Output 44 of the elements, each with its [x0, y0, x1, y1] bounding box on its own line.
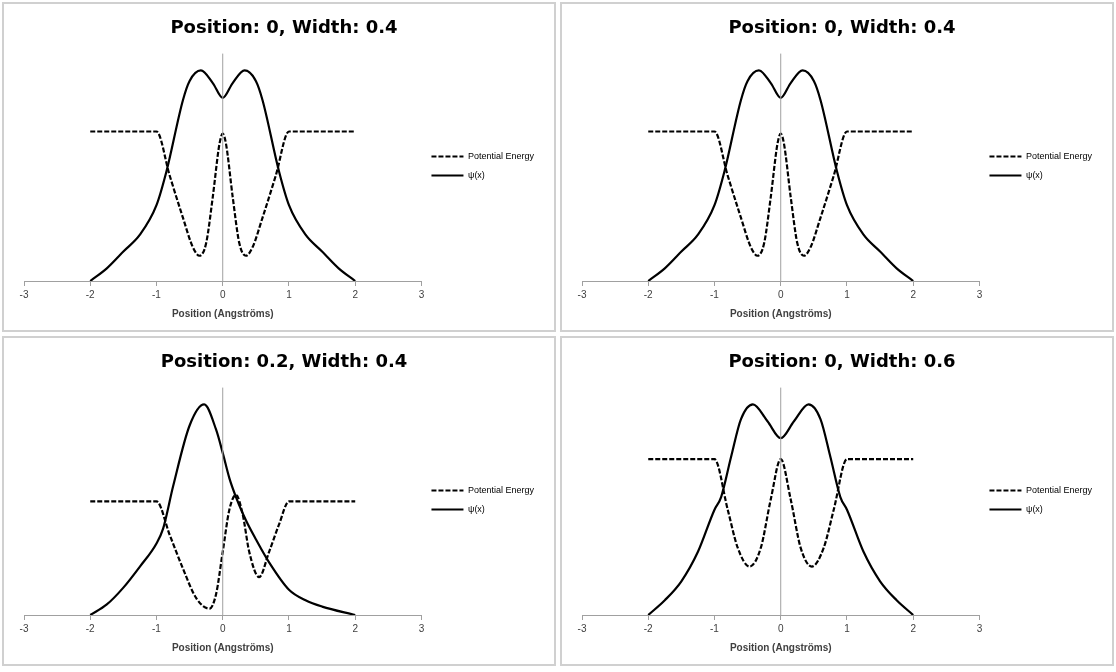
- x-tick-label: -2: [643, 288, 654, 300]
- x-tick-label: -2: [643, 622, 654, 634]
- x-tick-label: 0: [219, 622, 226, 634]
- x-tick-label: 2: [910, 288, 917, 300]
- x-tick-label: -1: [710, 288, 720, 300]
- legend-label: Potential Energy: [1025, 150, 1093, 161]
- legend-label: Potential Energy: [467, 484, 535, 495]
- legend-label: ψ(x): [467, 169, 485, 180]
- x-tick-label: 3: [976, 622, 983, 634]
- x-axis-title: Position (Angströms): [729, 307, 832, 319]
- x-axis-title: Position (Angströms): [171, 307, 274, 319]
- legend-label: Potential Energy: [467, 150, 535, 161]
- x-tick-label: 1: [286, 622, 293, 634]
- x-tick-label: 0: [219, 288, 226, 300]
- chart-title: Position: 0, Width: 0.4: [728, 16, 956, 38]
- x-tick-label: -3: [577, 622, 587, 634]
- x-tick-label: -2: [85, 622, 96, 634]
- x-tick-label: -3: [577, 288, 587, 300]
- x-tick-label: 0: [777, 288, 784, 300]
- x-tick-label: 3: [418, 622, 425, 634]
- legend-label: ψ(x): [467, 503, 485, 514]
- x-axis-title: Position (Angströms): [171, 641, 274, 653]
- x-tick-label: 1: [286, 288, 293, 300]
- legend-label: ψ(x): [1025, 503, 1043, 514]
- x-tick-label: 3: [418, 288, 425, 300]
- x-tick-label: 2: [910, 622, 917, 634]
- legend-label: Potential Energy: [1025, 484, 1093, 495]
- x-tick-label: -2: [85, 288, 96, 300]
- x-tick-label: 0: [777, 622, 784, 634]
- chart-title: Position: 0.2, Width: 0.4: [160, 350, 408, 372]
- chart-title: Position: 0, Width: 0.6: [728, 350, 956, 372]
- x-tick-label: -1: [152, 622, 162, 634]
- x-tick-label: -3: [19, 288, 29, 300]
- x-tick-label: -1: [710, 622, 720, 634]
- x-axis-title: Position (Angströms): [729, 641, 832, 653]
- x-tick-label: -3: [19, 622, 29, 634]
- x-tick-label: 1: [844, 288, 851, 300]
- x-tick-label: 2: [352, 622, 359, 634]
- x-tick-label: 1: [844, 622, 851, 634]
- chart-title: Position: 0, Width: 0.4: [170, 16, 398, 38]
- x-tick-label: 2: [352, 288, 359, 300]
- x-tick-label: -1: [152, 288, 162, 300]
- legend-label: ψ(x): [1025, 169, 1043, 180]
- x-tick-label: 3: [976, 288, 983, 300]
